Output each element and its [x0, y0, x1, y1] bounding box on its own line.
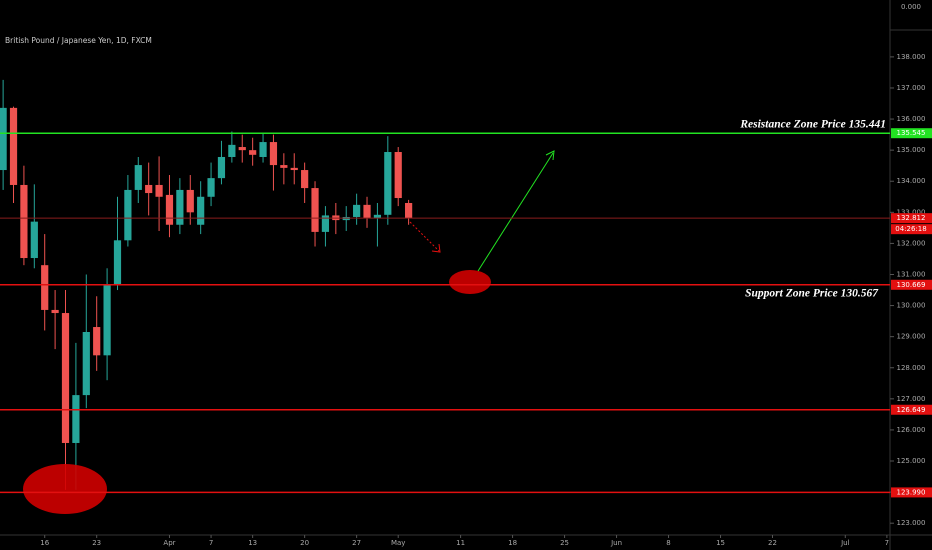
- candle-body: [61, 313, 70, 443]
- y-tick-label: 135.000: [897, 146, 926, 154]
- y-tick-label: 125.000: [897, 457, 926, 465]
- candle-body: [384, 152, 392, 215]
- candle-body: [113, 240, 122, 285]
- x-tick-label: 23: [92, 539, 101, 547]
- x-tick-label: 13: [248, 539, 257, 547]
- candle-body: [165, 194, 174, 225]
- up-arrow: [477, 152, 554, 272]
- y-tick-label: 131.000: [897, 270, 926, 278]
- candle-body: [269, 142, 278, 166]
- y-tick-label: 127.000: [897, 395, 926, 403]
- up-arrow-head: [545, 150, 555, 161]
- candle-body: [207, 178, 215, 197]
- candle-body: [394, 152, 402, 199]
- candle-body: [124, 189, 132, 241]
- y-tick-label: 133.000: [897, 208, 926, 216]
- candle-body: [82, 332, 90, 396]
- candle-body: [41, 265, 49, 310]
- candle-body: [103, 284, 111, 356]
- x-tick-label: 7: [885, 539, 889, 547]
- y-tick-label: 136.000: [897, 115, 926, 123]
- y-tick-label: 138.000: [897, 53, 926, 61]
- y-tick-label: 137.000: [897, 84, 926, 92]
- candle-body: [249, 150, 257, 155]
- x-tick-label: 22: [768, 539, 777, 547]
- y-tick-label: 129.000: [897, 333, 926, 341]
- level-badge: [891, 279, 932, 290]
- plot: 123.000124.000125.000126.000127.000128.0…: [0, 53, 925, 547]
- candle-body: [353, 204, 361, 217]
- candle-body: [280, 165, 288, 168]
- candle-body: [290, 167, 298, 171]
- candle-body: [0, 107, 7, 171]
- x-tick-label: 18: [508, 539, 517, 547]
- candle-body: [217, 156, 226, 179]
- candle-body: [186, 189, 194, 213]
- candle-body: [238, 147, 246, 151]
- candle-body: [51, 309, 59, 314]
- candle-body: [145, 184, 153, 194]
- candle-body: [155, 184, 163, 197]
- low-ellipse: [23, 464, 107, 514]
- candle-body: [20, 184, 28, 259]
- y-tick-label: 130.000: [897, 302, 926, 310]
- candle-body: [228, 144, 236, 157]
- candle-body: [134, 165, 142, 190]
- x-tick-label: 7: [209, 539, 213, 547]
- level-label: 130.669: [897, 281, 926, 289]
- target-ellipse: [449, 270, 491, 294]
- level-label: 126.649: [897, 406, 926, 414]
- y-tick-label: 134.000: [897, 177, 926, 185]
- scale-top-label: 0.000: [901, 3, 921, 11]
- y-tick-label: 123.000: [897, 519, 926, 527]
- down-arrow: [409, 221, 440, 252]
- down-arrow-head: [431, 243, 441, 253]
- level-badge: [891, 487, 932, 498]
- candle-body: [9, 107, 18, 185]
- level-badge: [891, 404, 932, 415]
- y-tick-label: 128.000: [897, 364, 926, 372]
- candle-body: [197, 196, 205, 225]
- x-tick-label: 25: [560, 539, 569, 547]
- x-tick-label: 16: [40, 539, 49, 547]
- candle-body: [373, 214, 382, 218]
- support-note: Support Zone Price 130.567: [745, 288, 879, 300]
- x-tick-label: 27: [352, 539, 361, 547]
- x-tick-label: 11: [456, 539, 465, 547]
- candle-body: [30, 221, 38, 259]
- countdown-badge: [891, 224, 932, 235]
- candle-body: [72, 395, 80, 443]
- candle-body: [93, 327, 101, 356]
- candle-body: [311, 188, 319, 232]
- level-label: 135.545: [897, 129, 926, 137]
- x-tick-label: May: [391, 539, 405, 547]
- countdown: 04:26:18: [895, 225, 926, 233]
- resistance-note: Resistance Zone Price 135.441: [739, 119, 886, 131]
- level-badge: [891, 128, 932, 139]
- chart-title: British Pound / Japanese Yen, 1D, FXCM: [5, 36, 152, 45]
- level-badge: [891, 213, 932, 224]
- level-label: 132.812: [897, 214, 926, 222]
- x-tick-label: 8: [666, 539, 670, 547]
- candle-body: [176, 189, 184, 225]
- candle-body: [259, 142, 267, 157]
- y-tick-label: 126.000: [897, 426, 926, 434]
- candle-body: [405, 202, 413, 219]
- y-tick-label: 132.000: [897, 239, 926, 247]
- candle-body: [321, 215, 330, 232]
- level-label: 123.990: [897, 488, 926, 496]
- x-tick-label: 15: [716, 539, 725, 547]
- x-tick-label: Apr: [163, 539, 175, 547]
- x-tick-label: Jun: [610, 539, 622, 547]
- candle-body: [363, 204, 371, 218]
- x-tick-label: 20: [300, 539, 309, 547]
- x-tick-label: Jul: [840, 539, 850, 547]
- candle-body: [301, 170, 309, 189]
